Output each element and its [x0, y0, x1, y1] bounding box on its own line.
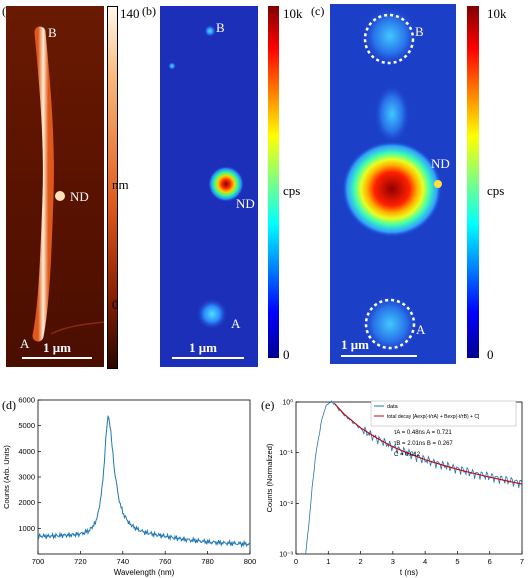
decay-x-tick-label: 0 [294, 557, 298, 566]
spectrum-y-tick-label: 3000 [18, 473, 35, 482]
pl-b-colorbar-max: 10k [283, 6, 303, 21]
spectrum-x-tick-label: 740 [117, 557, 130, 566]
spectrum-x-tick-label: 720 [74, 557, 87, 566]
decay-legend-data-label: data [387, 404, 399, 410]
pl-c-colorbar-max: 10k [487, 6, 507, 21]
spectrum-x-tick-label: 780 [201, 557, 214, 566]
spectrum-y-tick-label: 5000 [18, 421, 35, 430]
spectrum-series-line [37, 415, 251, 549]
spectrum-x-axis-label: Wavelength (nm) [114, 568, 175, 577]
decay-y-axis-label: Counts (Normalized) [265, 443, 274, 512]
decay-legend-box [370, 400, 517, 427]
spectrum-y-tick-label: 1000 [18, 524, 35, 533]
pl-c-scalebar [341, 355, 417, 357]
pl-b-scalebar-label: 1 μm [189, 340, 217, 355]
pl-b-colorbar-min: 0 [283, 347, 290, 362]
decay-x-tick-label: 5 [455, 557, 459, 566]
afm-colorbar-min: 0 [112, 297, 119, 312]
pl-c-scalebar-label: 1 μm [341, 337, 369, 352]
afm-colorbar-max: 140 [120, 6, 140, 21]
spectrum-x-tick-label: 800 [244, 557, 257, 566]
decay-plot-area [295, 401, 523, 555]
pl-c-colorbar-min: 0 [487, 347, 494, 362]
decay-y-tick-label: 10⁻³ [279, 552, 293, 559]
panel-d-tag: (d) [2, 398, 16, 412]
decay-y-tick-label: 10⁰ [282, 399, 293, 407]
decay-chart: 0 1 2 3 4 5 6 7 10⁻³ 10⁻² 10⁻¹ 10⁰ t (ns) Counts (Nor… [265, 399, 524, 578]
panel-c-tag: (c) [311, 4, 325, 18]
pl-b-colorbar-unit: cps [283, 183, 301, 198]
decay-x-tick-label: 1 [326, 557, 330, 566]
decay-legend-fit-label: total decay [Aexp(-t/τA) + Bexp(-t/τB) +… [387, 414, 480, 420]
pl-c-label-nd: ND [431, 156, 450, 171]
decay-x-tick-label: 4 [423, 557, 427, 566]
afm-label-b: B [48, 25, 57, 40]
spectrum-chart: 700 720 740 760 780 800 1000 2000 3000 4000 5000 60… [2, 396, 257, 578]
spectrum-x-tick-label: 760 [159, 557, 172, 566]
afm-wire [32, 26, 105, 342]
pl-b-label-a: A [231, 316, 241, 331]
pl-b-label-nd: ND [236, 196, 255, 211]
pl-c-label-a: A [416, 322, 426, 337]
spectrum-x-tick-label: 700 [32, 557, 45, 566]
circle-marker-b [363, 13, 415, 65]
pl-b-label-b: B [216, 20, 225, 35]
afm-scalebar [22, 357, 92, 359]
spectrum-y-tick-label: 4000 [18, 447, 35, 456]
spectrum-plot-area [37, 399, 251, 555]
decay-fit-annotation: τB = 2.01ns B = 0.267 [394, 441, 453, 447]
pl-map-b-spots [168, 25, 244, 330]
decay-fit-series-line [334, 403, 523, 485]
pl-map-c [330, 4, 456, 364]
decay-x-tick-label: 3 [391, 557, 395, 566]
pl-c-label-b: B [415, 24, 424, 39]
decay-fit-annotation: τA = 0.48ns A = 0.721 [394, 430, 452, 436]
circle-marker-a [364, 298, 416, 350]
decay-x-tick-label: 7 [520, 557, 524, 566]
pl-map-b [160, 6, 258, 367]
afm-label-nd: ND [70, 189, 89, 204]
decay-x-tick-label: 6 [488, 557, 492, 566]
pl-map-c-spots [342, 6, 442, 354]
spectrum-y-tick-label: 2000 [18, 498, 35, 507]
afm-colorbar-unit: nm [112, 177, 129, 192]
afm-label-a: A [20, 336, 30, 351]
spectrum-y-tick-label: 6000 [18, 396, 35, 405]
pl-c-colorbar [467, 6, 479, 358]
decay-x-axis-label: t (ns) [400, 568, 419, 577]
spectrum-y-axis-label: Counts (Arb. Units) [2, 445, 11, 509]
pl-b-colorbar [268, 6, 279, 358]
afm-colorbar [107, 6, 118, 369]
panel-b-tag: (b) [142, 4, 156, 18]
decay-y-tick-label: 10⁻¹ [279, 450, 293, 457]
afm-scalebar-label: 1 μm [43, 340, 71, 355]
afm-image [6, 6, 105, 367]
pl-b-scalebar [172, 357, 244, 359]
decay-y-tick-label: 10⁻² [279, 501, 293, 508]
decay-x-tick-label: 2 [358, 557, 362, 566]
pl-c-colorbar-unit: cps [487, 183, 505, 198]
panel-e-tag: (e) [261, 398, 275, 412]
decay-fit-annotation: C = 0.012 [394, 452, 421, 458]
